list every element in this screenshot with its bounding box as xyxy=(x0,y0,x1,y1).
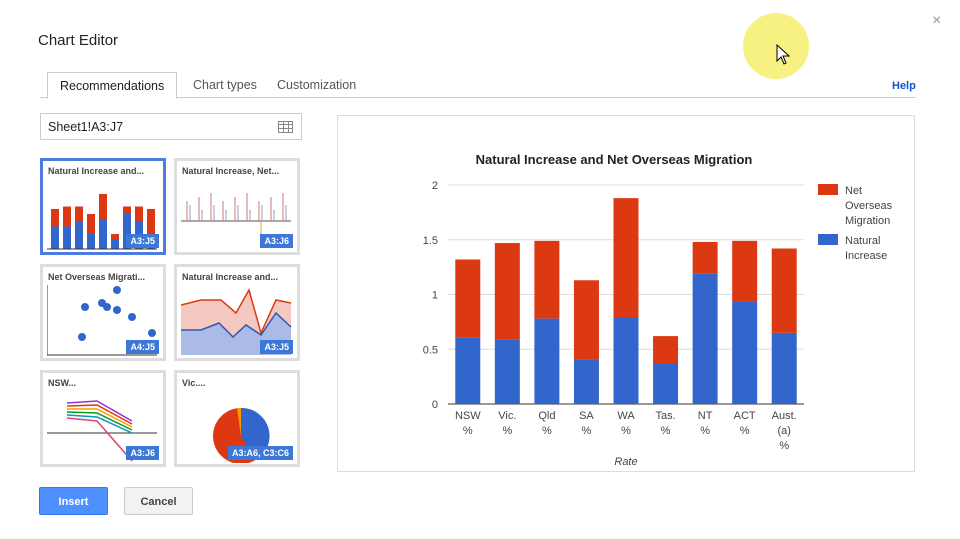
line-preview-icon xyxy=(47,400,157,462)
bar-natural-increase[interactable] xyxy=(455,337,481,404)
mouse-cursor-icon xyxy=(776,44,791,65)
range-badge: A3:J5 xyxy=(260,340,293,354)
bar-net-overseas-migration[interactable] xyxy=(534,240,560,319)
cancel-button[interactable]: Cancel xyxy=(124,487,193,515)
stacked-column-preview-icon xyxy=(47,194,157,250)
x-tick-label: % xyxy=(502,425,512,437)
bar-natural-increase[interactable] xyxy=(771,332,797,404)
tab-recommendations[interactable]: Recommendations xyxy=(47,72,178,99)
bar-net-overseas-migration[interactable] xyxy=(771,248,797,333)
x-tick-label: NT xyxy=(698,410,713,422)
suggestion-title: Natural Increase, Net... xyxy=(182,166,280,176)
chart-suggestion-line[interactable]: NSW... A3:J6 xyxy=(40,370,166,467)
x-tick-label: % xyxy=(582,425,592,437)
x-tick-label: NSW xyxy=(455,410,481,422)
y-tick-label: 1.5 xyxy=(423,235,438,247)
range-badge: A3:J6 xyxy=(260,234,293,248)
suggestion-title: Vic.... xyxy=(182,378,206,388)
x-tick-label: % xyxy=(700,425,710,437)
column-preview-icon xyxy=(181,193,291,239)
suggestion-title: NSW... xyxy=(48,378,77,388)
scatter-preview-icon xyxy=(47,285,157,356)
help-link[interactable]: Help xyxy=(892,80,916,92)
close-icon[interactable]: × xyxy=(932,12,942,29)
suggestion-title: Natural Increase and... xyxy=(182,272,279,282)
legend-label: Migration xyxy=(845,215,890,227)
suggestion-title: Net Overseas Migrati... xyxy=(48,272,146,282)
bar-natural-increase[interactable] xyxy=(653,363,679,404)
y-tick-label: 2 xyxy=(432,180,438,192)
legend-label: Increase xyxy=(845,250,887,262)
range-badge: A3:J6 xyxy=(126,446,159,460)
tab-chart-types[interactable]: Chart types xyxy=(193,78,257,92)
x-tick-label: % xyxy=(661,425,671,437)
x-tick-label: % xyxy=(779,440,789,452)
bar-net-overseas-migration[interactable] xyxy=(494,243,520,340)
x-tick-label: % xyxy=(621,425,631,437)
x-tick-label: Tas. xyxy=(655,410,675,422)
legend-swatch xyxy=(818,184,838,195)
y-tick-label: 0 xyxy=(432,399,438,411)
y-tick-label: 0.5 xyxy=(423,344,438,356)
chart-suggestion-area[interactable]: Natural Increase and... A3:J5 xyxy=(174,264,300,361)
legend-label: Net xyxy=(845,185,862,197)
dialog-title: Chart Editor xyxy=(38,32,119,49)
range-badge: A3:A6, C3:C6 xyxy=(227,446,293,460)
suggestion-title: Natural Increase and... xyxy=(48,166,145,176)
chart-suggestion-pie[interactable]: Vic.... A3:A6, C3:C6 xyxy=(174,370,300,467)
x-tick-label: % xyxy=(542,425,552,437)
chart-suggestion-stacked-column[interactable]: Natural Increase and... A3:J5 xyxy=(40,158,166,255)
x-tick-label: Aust. xyxy=(772,410,797,422)
bar-net-overseas-migration[interactable] xyxy=(732,240,758,302)
range-input[interactable]: Sheet1!A3:J7 xyxy=(40,113,302,140)
bar-net-overseas-migration[interactable] xyxy=(692,241,718,274)
x-tick-label: Qld xyxy=(538,410,555,422)
chart-svg: Natural Increase and Net Overseas Migrat… xyxy=(423,152,893,468)
legend-swatch xyxy=(818,234,838,245)
chart-suggestion-scatter[interactable]: Net Overseas Migrati... A4:J5 xyxy=(40,264,166,361)
x-tick-label: SA xyxy=(579,410,594,422)
bar-net-overseas-migration[interactable] xyxy=(653,336,679,364)
x-tick-label: Vic. xyxy=(498,410,516,422)
bar-net-overseas-migration[interactable] xyxy=(455,259,481,338)
bar-net-overseas-migration[interactable] xyxy=(613,198,639,318)
x-tick-label: WA xyxy=(617,410,635,422)
chart-suggestion-column[interactable]: Natural Increase, Net... A3:J6 xyxy=(174,158,300,255)
legend-label: Natural xyxy=(845,235,880,247)
bar-natural-increase[interactable] xyxy=(494,339,520,404)
legend-label: Overseas xyxy=(845,200,893,212)
range-badge: A3:J5 xyxy=(126,234,159,248)
chart-title: Natural Increase and Net Overseas Migrat… xyxy=(476,152,753,167)
bar-natural-increase[interactable] xyxy=(613,317,639,404)
x-tick-label: % xyxy=(740,425,750,437)
insert-button[interactable]: Insert xyxy=(39,487,108,515)
chart-preview: Natural Increase and Net Overseas Migrat… xyxy=(337,115,915,472)
tab-bar: Recommendations Chart types Customizatio… xyxy=(40,72,916,99)
bar-net-overseas-migration[interactable] xyxy=(573,280,599,360)
bar-natural-increase[interactable] xyxy=(692,273,718,404)
range-badge: A4:J5 xyxy=(126,340,159,354)
bar-natural-increase[interactable] xyxy=(534,318,560,404)
bar-natural-increase[interactable] xyxy=(732,301,758,404)
tab-customization[interactable]: Customization xyxy=(277,78,357,92)
x-tick-label: (a) xyxy=(777,425,790,437)
range-value: Sheet1!A3:J7 xyxy=(48,120,124,134)
x-axis-label: Rate xyxy=(614,456,637,468)
bar-natural-increase[interactable] xyxy=(573,359,599,404)
x-tick-label: ACT xyxy=(734,410,756,422)
cursor-highlight xyxy=(743,13,809,79)
y-tick-label: 1 xyxy=(432,290,438,302)
x-tick-label: % xyxy=(463,425,473,437)
grid-icon[interactable] xyxy=(278,121,293,133)
